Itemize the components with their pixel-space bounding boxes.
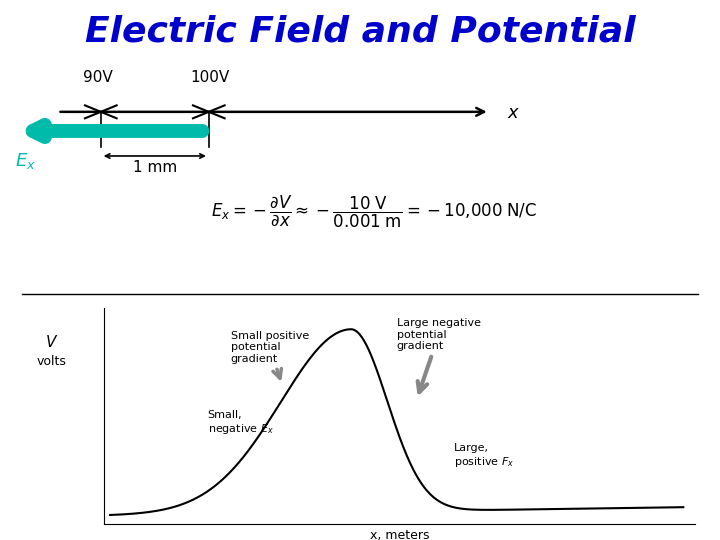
Text: Small positive
potential
gradient: Small positive potential gradient [230, 330, 309, 379]
Text: 100V: 100V [191, 70, 230, 85]
Text: $E_x$: $E_x$ [14, 151, 36, 171]
Text: $V$: $V$ [45, 334, 58, 350]
Text: Large,
positive $F_x$: Large, positive $F_x$ [454, 443, 514, 469]
Text: Electric Field and Potential: Electric Field and Potential [85, 15, 635, 49]
Text: Large negative
potential
gradient: Large negative potential gradient [397, 318, 481, 392]
Text: x: x [508, 104, 518, 122]
Text: $E_x = -\dfrac{\partial V}{\partial x} \approx -\dfrac{10\;\mathrm{V}}{0.001\;\m: $E_x = -\dfrac{\partial V}{\partial x} \… [212, 194, 537, 230]
Text: volts: volts [36, 355, 66, 368]
Text: Small,
negative $E_x$: Small, negative $E_x$ [207, 409, 274, 436]
Text: 90V: 90V [83, 70, 112, 85]
X-axis label: x, meters: x, meters [370, 529, 429, 540]
Text: 1 mm: 1 mm [132, 160, 177, 175]
